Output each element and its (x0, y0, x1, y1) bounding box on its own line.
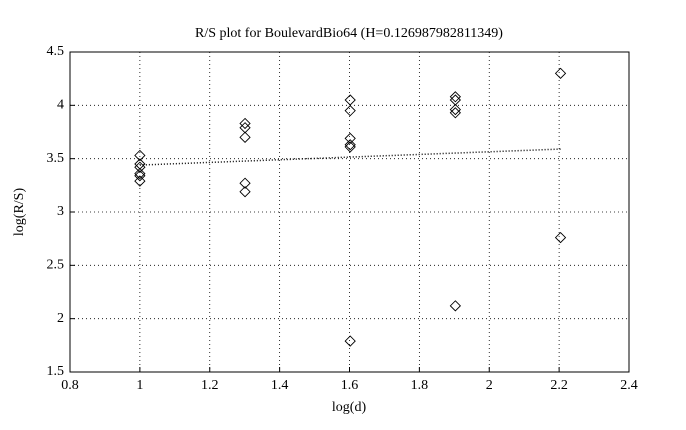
y-tick-label: 2.5 (47, 258, 65, 273)
fit-line (139, 148, 561, 166)
data-point (449, 107, 461, 119)
data-point (239, 117, 251, 130)
data-point (134, 175, 146, 187)
data-point (134, 167, 146, 180)
y-tick-label: 2 (57, 311, 64, 326)
data-point (344, 132, 356, 145)
y-tick-label: 3.5 (47, 151, 65, 166)
data-point (449, 91, 461, 103)
data-point (134, 149, 146, 162)
data-point (239, 131, 251, 143)
data-point (554, 67, 567, 79)
y-tick-label: 1.5 (47, 364, 65, 379)
data-point (554, 231, 567, 244)
data-point (344, 139, 356, 151)
x-tick-label: 1.6 (341, 378, 359, 393)
x-tick-label: 2.4 (620, 378, 638, 393)
x-tick-label: 1.4 (271, 378, 289, 393)
data-point (134, 170, 146, 182)
data-point (344, 94, 356, 106)
data-point (449, 94, 461, 106)
y-axis-label: log(R/S) (12, 188, 27, 237)
x-tick-label: 2 (486, 378, 493, 393)
data-point (239, 177, 251, 189)
data-point (344, 141, 356, 153)
x-tick-label: 0.8 (61, 378, 79, 393)
x-tick-label: 1.8 (411, 378, 429, 393)
x-tick-label: 1.2 (201, 378, 219, 393)
data-point (239, 186, 251, 198)
data-point (344, 335, 356, 347)
x-tick-label: 2.2 (550, 378, 568, 393)
chart-title: R/S plot for BoulevardBio64 (H=0.1269879… (195, 26, 503, 41)
y-tick-label: 3 (57, 204, 64, 219)
data-point (449, 103, 461, 116)
data-point (449, 300, 461, 312)
x-tick-label: 1 (136, 378, 143, 393)
y-tick-label: 4.5 (47, 44, 65, 59)
data-point (344, 105, 356, 117)
data-point (239, 122, 251, 134)
y-tick-label: 4 (57, 98, 64, 113)
x-axis-label: log(d) (332, 400, 367, 415)
